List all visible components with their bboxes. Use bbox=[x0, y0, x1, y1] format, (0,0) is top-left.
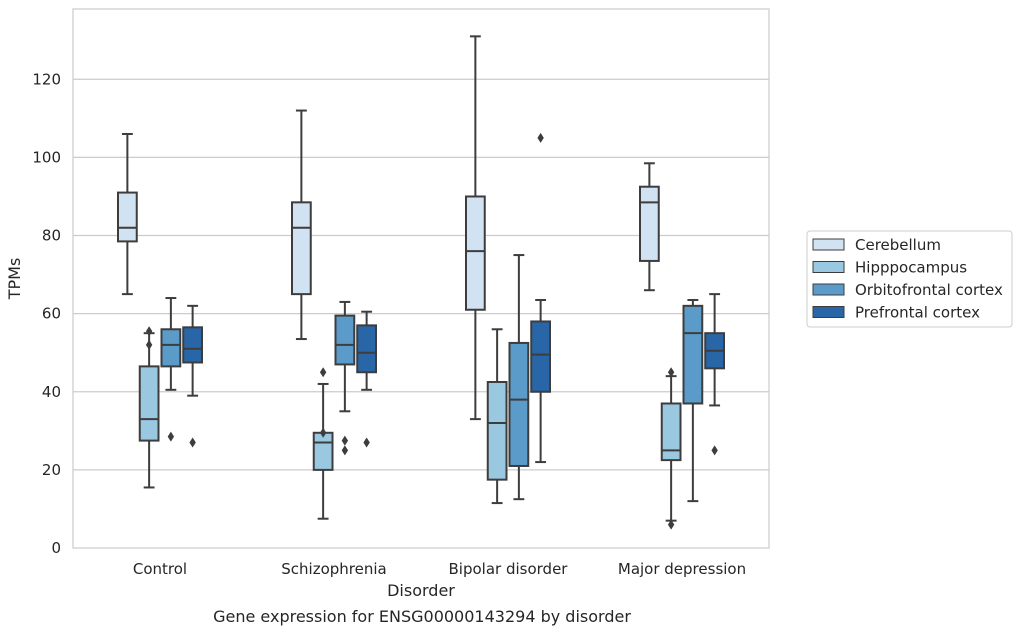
box-series bbox=[117, 35, 725, 530]
outlier-point bbox=[145, 339, 153, 350]
box-plot bbox=[682, 298, 704, 503]
box-plot bbox=[117, 132, 138, 296]
box-plot bbox=[508, 254, 530, 501]
y-tick-label: 20 bbox=[42, 461, 61, 479]
outlier-point bbox=[319, 367, 327, 378]
legend-swatch bbox=[812, 306, 845, 318]
y-axis-label: TPMs bbox=[5, 258, 24, 301]
outlier-point bbox=[189, 437, 196, 448]
x-tick-label: Control bbox=[133, 560, 187, 578]
outlier-point bbox=[667, 367, 675, 378]
box-iqr bbox=[508, 341, 530, 467]
box-plot bbox=[160, 297, 182, 442]
y-axis-ticks: 0 20 40 60 80 100 120 bbox=[32, 70, 61, 557]
box-iqr bbox=[138, 365, 160, 442]
box-plot bbox=[182, 304, 203, 448]
outlier-point bbox=[711, 445, 718, 456]
y-tick-label: 100 bbox=[32, 148, 61, 166]
box-plot bbox=[639, 162, 660, 292]
box-iqr bbox=[291, 201, 312, 296]
y-tick-label: 80 bbox=[42, 227, 61, 245]
x-axis-label: Disorder bbox=[387, 581, 455, 600]
legend-label: Orbitofrontal cortex bbox=[855, 281, 1003, 299]
plot-frame bbox=[72, 8, 770, 549]
box-plot bbox=[291, 109, 312, 341]
box-iqr bbox=[356, 324, 377, 374]
y-tick-label: 0 bbox=[51, 539, 61, 557]
box-iqr bbox=[660, 402, 682, 462]
legend: Cerebellum Hipppocampus Orbitofrontal cort… bbox=[806, 230, 1013, 328]
outlier-point bbox=[667, 519, 675, 530]
box-iqr bbox=[486, 381, 508, 481]
series-cerebellum bbox=[117, 35, 660, 421]
legend-label: Prefrontal cortex bbox=[855, 304, 980, 322]
y-tick-label: 60 bbox=[42, 305, 61, 323]
outlier-point bbox=[145, 326, 153, 337]
legend-label: Hipppocampus bbox=[855, 259, 967, 277]
outlier-point bbox=[319, 427, 327, 438]
x-axis-ticks: Control Schizophrenia Bipolar disorder Majo… bbox=[133, 560, 746, 578]
box-plot bbox=[530, 132, 551, 464]
chart-caption: Gene expression for ENSG00000143294 by d… bbox=[213, 607, 631, 626]
x-tick-label: Schizophrenia bbox=[281, 560, 386, 578]
box-iqr bbox=[530, 320, 551, 393]
outlier-point bbox=[537, 132, 544, 143]
outlier-point bbox=[341, 445, 349, 456]
legend-swatch bbox=[812, 261, 845, 273]
outlier-point bbox=[167, 431, 175, 442]
legend-frame bbox=[806, 230, 1013, 328]
box-iqr bbox=[117, 191, 138, 243]
box-plot bbox=[138, 326, 160, 489]
x-tick-label: Major depression bbox=[618, 560, 746, 578]
box-plot bbox=[356, 310, 377, 448]
box-iqr bbox=[465, 195, 486, 311]
series-orbitofrontal-cortex bbox=[160, 254, 704, 503]
box-iqr bbox=[682, 304, 704, 405]
box-plot bbox=[660, 367, 682, 530]
series-hipppocampus bbox=[138, 326, 682, 530]
box-iqr bbox=[639, 185, 660, 262]
box-plot bbox=[312, 367, 334, 520]
box-iqr bbox=[312, 431, 334, 471]
box-iqr bbox=[182, 326, 203, 364]
grid-lines bbox=[73, 78, 769, 471]
box-plot bbox=[486, 328, 508, 505]
series-prefrontal-cortex bbox=[182, 132, 725, 464]
legend-label: Cerebellum bbox=[855, 236, 941, 254]
outlier-point bbox=[363, 437, 370, 448]
legend-swatch bbox=[812, 283, 845, 296]
box-plot bbox=[704, 293, 725, 456]
y-tick-label: 120 bbox=[32, 70, 61, 88]
box-plot bbox=[465, 35, 486, 421]
outlier-point bbox=[341, 435, 349, 446]
box-plot bbox=[334, 300, 356, 456]
legend-swatch bbox=[812, 238, 845, 251]
y-tick-label: 40 bbox=[42, 383, 61, 401]
box-iqr bbox=[334, 314, 356, 366]
box-iqr bbox=[160, 328, 182, 368]
x-tick-label: Bipolar disorder bbox=[449, 560, 569, 578]
